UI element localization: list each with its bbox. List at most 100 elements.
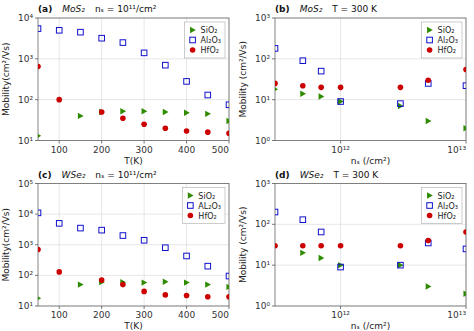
point bbox=[99, 109, 105, 115]
tick bbox=[35, 18, 38, 19]
grid bbox=[38, 18, 229, 141]
grid-line bbox=[38, 99, 229, 100]
point bbox=[56, 97, 62, 103]
plot-area bbox=[38, 18, 229, 141]
tick bbox=[35, 214, 38, 215]
x-axis-label: nₛ (/cm²) bbox=[351, 156, 390, 166]
point bbox=[318, 68, 324, 74]
point bbox=[425, 77, 431, 83]
grid-line bbox=[144, 184, 145, 307]
legend-label: SiO₂ bbox=[201, 26, 218, 35]
series bbox=[275, 46, 466, 107]
tick-label: 10² bbox=[18, 95, 33, 105]
point bbox=[120, 233, 126, 239]
point bbox=[300, 90, 306, 96]
tick bbox=[272, 224, 275, 225]
series bbox=[275, 242, 466, 296]
tick-label: 100 bbox=[51, 310, 68, 320]
grid-line bbox=[275, 58, 466, 59]
annotation: WSe₂ bbox=[300, 170, 324, 180]
legend-marker bbox=[427, 47, 433, 53]
tick bbox=[101, 141, 102, 144]
point bbox=[38, 295, 41, 301]
legend-label: HfO₂ bbox=[201, 46, 219, 55]
point bbox=[463, 229, 466, 235]
tick bbox=[229, 306, 230, 309]
tick-label: 10⁴ bbox=[18, 13, 33, 23]
point bbox=[318, 85, 324, 91]
point bbox=[463, 67, 466, 73]
legend-label: Al₂O₃ bbox=[438, 202, 458, 211]
point bbox=[141, 289, 147, 295]
tick-label: 10⁰ bbox=[255, 136, 270, 146]
point bbox=[38, 210, 41, 216]
point bbox=[398, 262, 404, 268]
tick-label: 10¹ bbox=[255, 260, 270, 270]
x-axis-label: nₛ (/cm²) bbox=[351, 321, 390, 331]
point bbox=[142, 279, 148, 285]
legend-marker bbox=[427, 213, 433, 219]
plot-area bbox=[275, 184, 466, 307]
grid-line bbox=[59, 18, 60, 141]
tick bbox=[35, 244, 38, 245]
tick bbox=[466, 141, 467, 144]
point bbox=[319, 255, 325, 261]
point bbox=[398, 101, 404, 107]
legend-marker bbox=[190, 47, 196, 53]
tick bbox=[229, 141, 230, 144]
tick bbox=[272, 58, 275, 59]
tick bbox=[272, 99, 275, 100]
point bbox=[300, 250, 306, 256]
panel: 10⁰10¹10²10³10¹²10¹³nₛ (/cm²)Mobility (c… bbox=[238, 170, 469, 331]
tick-label: 400 bbox=[178, 310, 195, 320]
tick-label: 10³ bbox=[255, 13, 270, 23]
grid-line bbox=[275, 224, 466, 225]
annotation: (b) bbox=[275, 4, 290, 14]
tick bbox=[340, 306, 341, 309]
tick bbox=[101, 306, 102, 309]
series bbox=[275, 209, 466, 270]
point bbox=[38, 133, 41, 139]
point bbox=[338, 98, 344, 104]
annotation: (c) bbox=[38, 170, 52, 180]
figure: 10¹10²10³10⁴100200300400500T(K)Mobility(… bbox=[0, 0, 474, 331]
point bbox=[275, 81, 278, 87]
tick-label: 10¹ bbox=[18, 136, 33, 146]
point bbox=[205, 92, 211, 98]
point bbox=[38, 247, 41, 253]
grid-line bbox=[38, 275, 229, 276]
point bbox=[120, 115, 126, 121]
series bbox=[275, 67, 466, 91]
point bbox=[226, 273, 229, 279]
point bbox=[163, 62, 169, 68]
y-axis-label: Mobility(cm²/Vs) bbox=[1, 208, 11, 282]
frame bbox=[275, 184, 466, 307]
y-axis-label: Mobility(cm²/Vs) bbox=[1, 42, 11, 116]
legend-label: Al₂O₃ bbox=[438, 36, 458, 45]
y-axis-label: Mobility (cm²/Vs) bbox=[238, 207, 248, 283]
legend-marker bbox=[188, 213, 194, 219]
x-axis-label: T(K) bbox=[123, 321, 142, 331]
point bbox=[205, 111, 211, 117]
annotation: T = 300 K bbox=[331, 4, 378, 14]
tick-label: 10¹² bbox=[331, 310, 350, 320]
point bbox=[56, 221, 62, 227]
legend-label: HfO₂ bbox=[198, 212, 216, 221]
grid-line bbox=[275, 99, 466, 100]
legend-marker bbox=[427, 27, 433, 33]
point bbox=[78, 225, 84, 231]
point bbox=[56, 269, 62, 275]
point bbox=[184, 79, 190, 85]
point bbox=[275, 242, 278, 248]
point bbox=[319, 93, 325, 99]
y-axis-label: Mobility (cm²/Vs) bbox=[238, 41, 248, 117]
point bbox=[300, 58, 306, 64]
point bbox=[338, 85, 344, 91]
tick bbox=[272, 140, 275, 141]
point bbox=[338, 99, 344, 105]
point bbox=[184, 109, 190, 115]
legend: SiO₂Al₂O₃HfO₂ bbox=[422, 188, 462, 224]
grid-line bbox=[101, 18, 102, 141]
panel: 10¹10²10³10⁴10⁵100200300400500T(K)Mobili… bbox=[1, 170, 232, 331]
tick bbox=[35, 275, 38, 276]
